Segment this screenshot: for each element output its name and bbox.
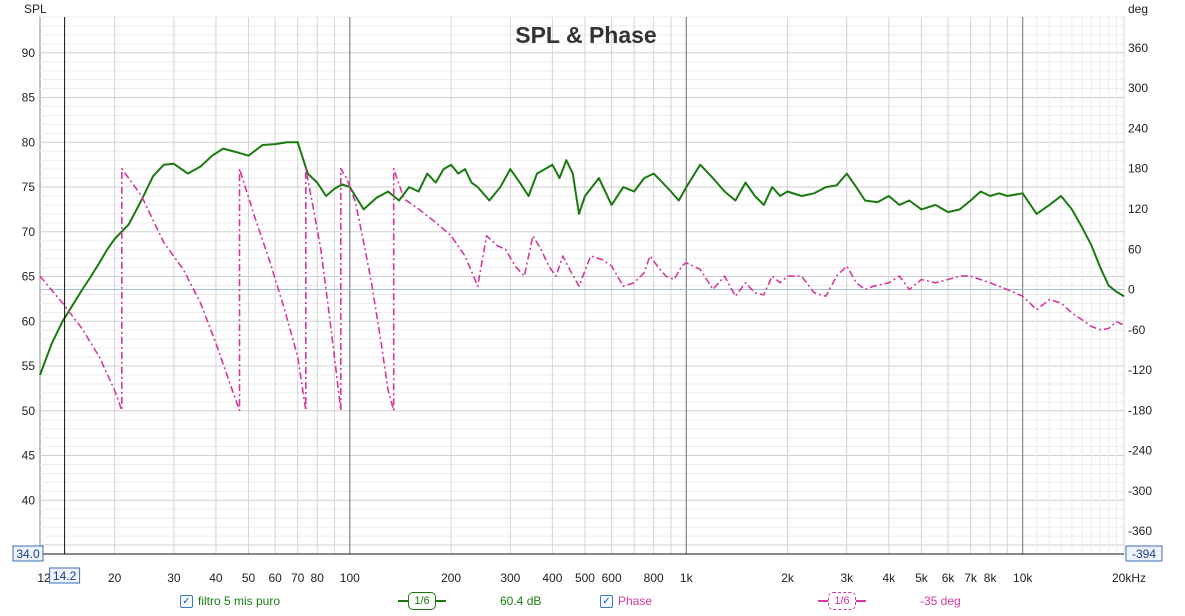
y-left-tick-label: 75 <box>22 180 36 194</box>
cursor-y-left-readout-text: 34.0 <box>16 547 40 561</box>
y-left-tick-label: 45 <box>22 449 36 463</box>
y-left-tick-label: 85 <box>22 91 36 105</box>
legend-spl-value-text: 60.4 dB <box>500 594 542 608</box>
x-tick-label: 100 <box>340 571 360 585</box>
x-tick-label: 300 <box>500 571 520 585</box>
cursor: 14.2 34.0 -394 <box>12 17 1163 584</box>
chart-title: SPL & Phase <box>515 22 656 48</box>
x-tick-label: 10k <box>1013 571 1033 585</box>
cursor-y-left-readout-box <box>12 545 44 562</box>
x-tick-label: 4k <box>882 571 896 585</box>
y-left-tick-label: 60 <box>22 314 36 328</box>
x-tick-label: 6k <box>942 571 956 585</box>
x-tick-label: 40 <box>209 571 223 585</box>
y-right-tick-label: -120 <box>1128 363 1152 377</box>
x-tick-label: 50 <box>242 571 256 585</box>
legend-phase-name: Phase <box>618 594 653 608</box>
x-tick-label: 20kHz <box>1112 571 1146 585</box>
y-left-tick-label: 50 <box>22 404 36 418</box>
x-tick-label: 200 <box>441 571 461 585</box>
x-tick-label: 1k <box>680 571 694 585</box>
legend-phase-smoothing[interactable]: 1/6 <box>818 591 866 611</box>
y-right-tick-label: -240 <box>1128 444 1152 458</box>
x-tick-label: 600 <box>602 571 622 585</box>
y-right-tick-label: 120 <box>1128 202 1148 216</box>
legend-spl-name: filtro 5 mis puro <box>198 594 281 608</box>
y-right-tick-label: -300 <box>1128 484 1152 498</box>
y-left-tick-label: 90 <box>22 46 36 60</box>
legend-phase-value: -35 deg <box>920 591 961 611</box>
axis-ticks: 12 20 30 40 50 60 70 80 100 200 300 400 500 600 800 1k 2… <box>22 41 1153 585</box>
legend-phase-value-text: -35 deg <box>920 594 961 608</box>
y-left-tick-label: 40 <box>22 493 36 507</box>
legend-spl-checkbox[interactable]: ✓ filtro 5 mis puro <box>180 591 280 611</box>
y-left-axis-label: SPL <box>24 2 47 16</box>
y-left-tick-label: 70 <box>22 225 36 239</box>
y-right-tick-label: 60 <box>1128 242 1142 256</box>
x-tick-label: 2k <box>781 571 795 585</box>
cursor-x-readout-box <box>49 567 81 584</box>
cursor-x-readout-text: 14.2 <box>53 569 77 583</box>
y-right-tick-label: 0 <box>1128 283 1135 297</box>
y-right-tick-label: 300 <box>1128 81 1148 95</box>
legend-spl-smoothing[interactable]: 1/6 <box>398 591 446 611</box>
y-right-tick-label: 240 <box>1128 121 1148 135</box>
x-tick-label: 5k <box>915 571 929 585</box>
y-left-tick-label: 80 <box>22 135 36 149</box>
legend-phase-checkbox[interactable]: ✓ Phase <box>600 591 652 611</box>
y-right-tick-label: -180 <box>1128 403 1152 417</box>
x-tick-label: 800 <box>644 571 664 585</box>
series-phase-line <box>39 167 1125 412</box>
y-right-tick-label: -360 <box>1128 524 1152 538</box>
x-tick-label: 12 <box>37 571 51 585</box>
y-right-tick-label: 360 <box>1128 41 1148 55</box>
x-tick-label: 3k <box>840 571 854 585</box>
grid <box>40 16 1125 555</box>
x-tick-label: 8k <box>984 571 998 585</box>
legend-spl-value: 60.4 dB <box>500 591 541 611</box>
series-spl-line <box>39 141 1125 376</box>
series <box>39 141 1125 412</box>
checkmark-icon: ✓ <box>600 594 613 608</box>
x-tick-label: 400 <box>542 571 562 585</box>
checkmark-icon: ✓ <box>180 594 193 608</box>
y-left-tick-label: 65 <box>22 270 36 284</box>
x-tick-label: 20 <box>108 571 122 585</box>
cursor-y-right-readout-box <box>1125 545 1163 562</box>
x-tick-label: 80 <box>311 571 325 585</box>
smoothing-badge: 1/6 <box>408 592 436 610</box>
smoothing-badge: 1/6 <box>828 592 856 610</box>
x-tick-label: 70 <box>291 571 305 585</box>
x-tick-label: 7k <box>964 571 978 585</box>
x-tick-label: 30 <box>167 571 181 585</box>
y-right-axis-label: deg <box>1128 2 1148 16</box>
cursor-y-right-readout-text: -394 <box>1132 547 1156 561</box>
x-tick-label: 500 <box>575 571 595 585</box>
y-right-tick-label: 180 <box>1128 162 1148 176</box>
y-left-tick-label: 55 <box>22 359 36 373</box>
x-tick-label: 60 <box>268 571 282 585</box>
y-right-tick-label: -60 <box>1128 323 1146 337</box>
